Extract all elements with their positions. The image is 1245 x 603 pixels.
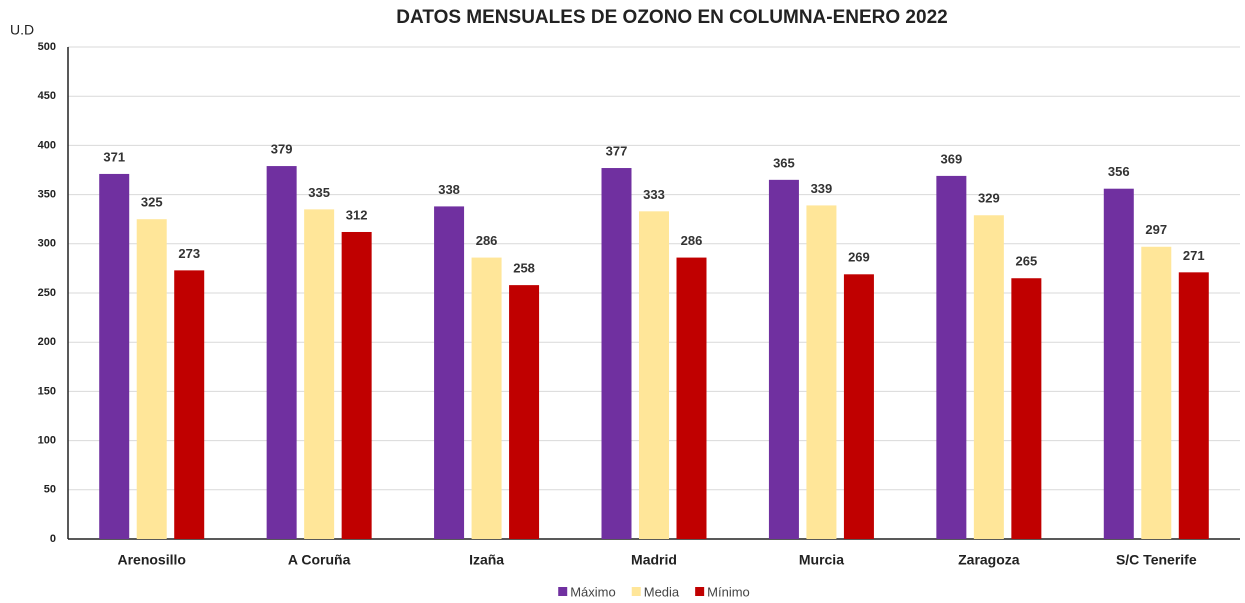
legend-label: Media xyxy=(644,584,680,599)
x-tick-label: Arenosillo xyxy=(117,552,185,568)
legend-swatch xyxy=(695,587,705,596)
bar xyxy=(99,173,130,539)
data-label: 265 xyxy=(1016,254,1038,269)
bar xyxy=(676,257,707,539)
bar xyxy=(471,257,502,539)
data-label: 273 xyxy=(178,246,200,261)
y-tick-label: 300 xyxy=(38,238,56,250)
data-label: 335 xyxy=(308,185,330,200)
bar xyxy=(174,270,205,539)
bar xyxy=(973,215,1004,539)
y-tick-label: 350 xyxy=(38,189,56,201)
bar xyxy=(304,209,335,540)
y-tick-label: 450 xyxy=(38,90,56,102)
bar xyxy=(639,211,669,539)
x-tick-label: S/C Tenerife xyxy=(1116,552,1197,568)
legend-swatch xyxy=(631,587,641,596)
data-label: 339 xyxy=(811,181,833,196)
data-label: 325 xyxy=(141,195,163,210)
data-label: 371 xyxy=(103,149,125,164)
data-label: 369 xyxy=(941,151,963,166)
y-tick-label: 150 xyxy=(38,385,56,397)
bar xyxy=(768,179,799,539)
data-label: 377 xyxy=(606,143,628,158)
data-label: 286 xyxy=(476,233,498,248)
bar xyxy=(509,285,540,539)
bar xyxy=(806,205,837,539)
data-label: 338 xyxy=(438,182,460,197)
y-tick-label: 400 xyxy=(38,139,56,151)
bar xyxy=(936,175,967,540)
bar xyxy=(136,219,167,539)
data-label: 271 xyxy=(1183,248,1205,263)
x-tick-label: Izaña xyxy=(469,552,504,568)
legend-label: Mínimo xyxy=(707,584,750,599)
data-label: 269 xyxy=(848,250,870,265)
legend-swatch xyxy=(558,587,568,596)
y-tick-label: 500 xyxy=(38,41,56,53)
data-label: 297 xyxy=(1145,222,1167,237)
x-tick-label: Zaragoza xyxy=(958,552,1020,568)
bar xyxy=(341,231,372,539)
bar xyxy=(1103,188,1134,540)
y-tick-label: 250 xyxy=(38,287,56,299)
x-tick-label: Madrid xyxy=(631,552,677,568)
bar xyxy=(434,206,465,539)
data-label: 365 xyxy=(773,155,795,170)
bar xyxy=(1011,278,1042,539)
data-label: 258 xyxy=(513,261,535,276)
data-label: 329 xyxy=(978,191,1000,206)
x-tick-label: A Coruña xyxy=(288,552,351,568)
data-label: 356 xyxy=(1108,164,1130,179)
bar xyxy=(1141,246,1172,539)
data-label: 286 xyxy=(681,233,703,248)
data-label: 333 xyxy=(643,187,665,202)
chart-title: DATOS MENSUALES DE OZONO EN COLUMNA-ENER… xyxy=(396,7,947,28)
data-label: 379 xyxy=(271,142,293,157)
data-label: 312 xyxy=(346,207,368,222)
bar xyxy=(266,166,297,539)
bar xyxy=(601,168,632,540)
y-axis-label: U.D xyxy=(10,22,34,38)
y-tick-label: 0 xyxy=(50,533,56,545)
legend-label: Máximo xyxy=(570,584,616,599)
x-tick-label: Murcia xyxy=(799,552,844,568)
bar xyxy=(843,274,874,539)
y-tick-label: 100 xyxy=(38,435,56,447)
y-tick-label: 200 xyxy=(38,336,56,348)
y-tick-label: 50 xyxy=(44,484,56,496)
bar xyxy=(1178,272,1209,539)
legend: Máximo Media Mínimo xyxy=(558,584,750,599)
